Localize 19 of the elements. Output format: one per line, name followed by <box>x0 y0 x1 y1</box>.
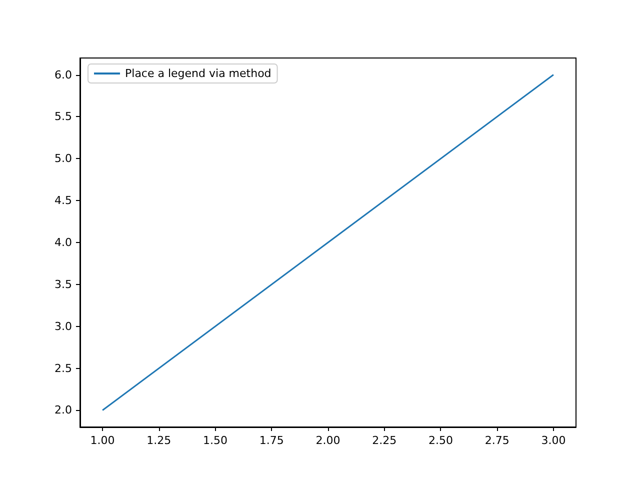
y-tick-label: 5.5 <box>54 110 72 124</box>
x-tick-label: 1.50 <box>203 434 228 447</box>
legend-label: Place a legend via method <box>125 67 272 80</box>
y-tick-label: 2.0 <box>54 404 72 417</box>
x-tick-label: 2.00 <box>316 434 340 447</box>
y-tick-label: 4.0 <box>54 236 72 249</box>
y-tick-label: 3.5 <box>54 278 72 291</box>
x-tick-label: 1.25 <box>146 434 172 447</box>
x-tick-label: 3.00 <box>541 434 566 447</box>
x-tick-label: 1.00 <box>90 434 115 447</box>
y-tick-label: 6.0 <box>54 68 72 82</box>
y-tick-label: 3.0 <box>54 320 72 333</box>
x-tick-label: 2.50 <box>428 434 453 447</box>
y-tick-label: 2.5 <box>54 362 72 375</box>
y-tick-label: 5.0 <box>54 152 72 166</box>
y-tick-label: 4.5 <box>54 194 72 208</box>
x-tick-label: 1.75 <box>259 434 284 447</box>
x-tick-label: 2.75 <box>484 434 510 447</box>
x-tick-label: 2.25 <box>372 434 397 447</box>
